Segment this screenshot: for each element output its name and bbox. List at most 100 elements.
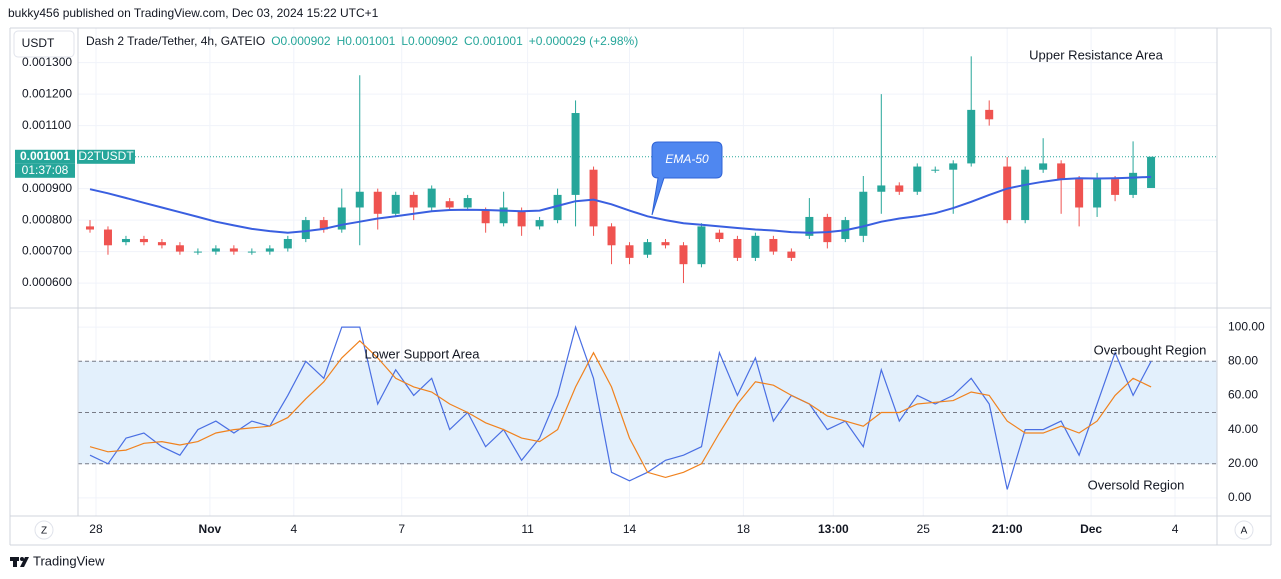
y-tick-label: 40.00 — [1228, 422, 1258, 436]
candle-body — [715, 232, 724, 239]
candle-body — [193, 251, 202, 253]
candle-body — [1039, 163, 1048, 170]
candle-body — [607, 226, 616, 246]
x-tick-label: Nov — [199, 522, 222, 536]
candle-body — [1111, 179, 1120, 195]
candle-body — [805, 216, 814, 236]
price-tag-ticker: D2TUSDT — [78, 149, 134, 163]
currency-label[interactable]: USDT — [22, 36, 55, 50]
candle-body — [697, 226, 706, 265]
candle-body — [355, 191, 364, 208]
y-tick-label: 100.00 — [1228, 319, 1265, 333]
series-line — [89, 175, 1152, 234]
x-tick-label: 21:00 — [992, 522, 1023, 536]
auto-label[interactable]: A — [1241, 526, 1248, 537]
candle-body — [301, 220, 310, 239]
x-tick-label: 11 — [521, 522, 534, 536]
x-tick-label: 18 — [737, 522, 751, 536]
candle-body — [589, 169, 598, 227]
candle-body — [967, 109, 976, 164]
candle-body — [319, 220, 328, 230]
price-tag-box — [15, 149, 75, 164]
price-tag-countdown: 01:37:08 — [22, 163, 69, 177]
price-tag-price: 0.001001 — [20, 149, 70, 163]
candle-body — [733, 238, 742, 258]
logo-shape — [20, 557, 24, 561]
ohlc-close: C0.001001 — [464, 34, 523, 48]
series-line — [89, 325, 1152, 490]
ohlc-high: H0.001001 — [337, 34, 396, 48]
logo-shape — [13, 557, 17, 567]
candle-body — [859, 191, 868, 236]
candle-body — [229, 248, 238, 252]
candle-body — [1075, 179, 1084, 208]
candle-body — [391, 194, 400, 214]
candle-body — [751, 235, 760, 258]
y-tick-label: 0.000900 — [22, 181, 72, 195]
zoom-button[interactable] — [34, 520, 54, 540]
candle-body — [247, 251, 256, 253]
currency-button[interactable] — [13, 30, 75, 58]
zoom-label[interactable]: Z — [41, 526, 47, 537]
y-tick-label: 0.001200 — [22, 86, 72, 100]
series-line — [89, 339, 1152, 479]
candle-body — [787, 251, 796, 258]
y-tick-label: 0.000700 — [22, 244, 72, 258]
candle-body — [517, 210, 526, 227]
candle-body — [121, 238, 130, 243]
candle-body — [949, 163, 958, 170]
candle-body — [373, 191, 382, 214]
y-tick-label: 0.001300 — [22, 55, 72, 69]
candle-body — [283, 238, 292, 249]
countdown-box — [15, 163, 75, 178]
x-tick-label: Dec — [1080, 522, 1102, 536]
candle-body — [895, 185, 904, 192]
attribution: bukky456 published on TradingView.com, D… — [8, 6, 379, 20]
logo-shape — [20, 557, 29, 567]
y-tick-label: 0.000800 — [22, 212, 72, 226]
candle-body — [175, 245, 184, 252]
candle-body — [535, 220, 544, 227]
candle-body — [445, 201, 454, 208]
candle-body — [409, 194, 418, 208]
candle-body — [571, 113, 580, 195]
x-tick-label: 14 — [623, 522, 637, 536]
y-tick-label: 60.00 — [1228, 388, 1258, 402]
candle-body — [427, 188, 436, 208]
annotation: Upper Resistance Area — [1029, 47, 1163, 62]
annotation: Oversold Region — [1088, 477, 1185, 492]
candle-body — [337, 207, 346, 230]
candle-body — [499, 207, 508, 224]
symbol-legend: Dash 2 Trade/Tether, 4h, GATEIO O0.000902… — [86, 34, 638, 48]
candle-body — [103, 229, 112, 246]
symbol: Dash 2 Trade/Tether, 4h, GATEIO — [86, 34, 265, 48]
candle-body — [1057, 163, 1066, 180]
candle-body — [1021, 169, 1030, 221]
x-tick-label: 7 — [398, 522, 405, 536]
candle-body — [1003, 166, 1012, 221]
candle-body — [985, 109, 994, 120]
candle-body — [769, 238, 778, 252]
auto-button[interactable] — [1234, 520, 1254, 540]
candle-body — [1147, 156, 1156, 188]
candle-body — [1129, 172, 1138, 195]
candle-body — [481, 210, 490, 224]
x-tick-label: 4 — [1172, 522, 1179, 536]
ohlc-low: L0.000902 — [401, 34, 458, 48]
grid — [78, 28, 1217, 516]
brand: TradingView — [33, 553, 105, 568]
y-tick-label: 0.000600 — [22, 275, 72, 289]
ema-callout — [651, 141, 723, 216]
candle-body — [679, 245, 688, 265]
candle-body — [625, 245, 634, 258]
candle-body — [463, 198, 472, 208]
x-tick-label: 4 — [290, 522, 297, 536]
y-tick-label: 20.00 — [1228, 456, 1258, 470]
y-tick-label: 0.001100 — [22, 118, 71, 132]
candle-body — [157, 242, 166, 246]
candle-body — [823, 216, 832, 243]
y-tick-label: 80.00 — [1228, 353, 1258, 367]
x-tick-label: 25 — [917, 522, 931, 536]
